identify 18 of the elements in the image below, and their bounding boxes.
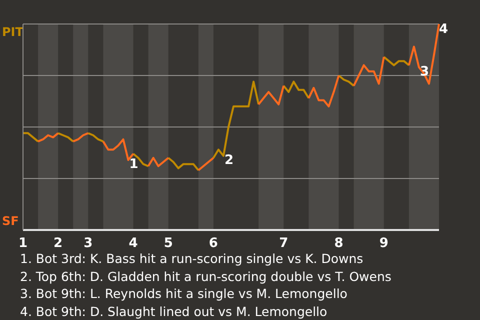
x-tick-label: 6 xyxy=(208,236,218,252)
x-tick-label: 1 xyxy=(18,236,28,252)
annotation: 2 xyxy=(224,152,234,168)
text: 4. Bot 9th: D. Slaught lined out vs M. Lemongello xyxy=(20,302,328,320)
annotation: 1 xyxy=(129,156,138,172)
text: 1. Bot 3rd: K. Bass hit a run-scoring single vs K. Downs xyxy=(20,250,364,268)
x-tick-label: 2 xyxy=(54,236,63,252)
x-tick-label: 7 xyxy=(279,236,288,252)
x-tick-label: 4 xyxy=(128,236,138,252)
annotation: 4 xyxy=(439,22,448,37)
x-tick-label: 8 xyxy=(334,236,344,252)
annotation: PIT xyxy=(2,25,24,39)
x-tick-label: 3 xyxy=(84,236,93,252)
x-tick-label: 9 xyxy=(379,236,388,252)
x-tick-label: 5 xyxy=(164,236,173,252)
text: 3. Bot 9th: L. Reynolds hit a single vs M. Lemongello xyxy=(20,285,348,302)
text: 2. Top 6th: D. Gladden hit a run-scoring double vs T. Owens xyxy=(20,268,392,285)
text: SF xyxy=(2,214,19,228)
